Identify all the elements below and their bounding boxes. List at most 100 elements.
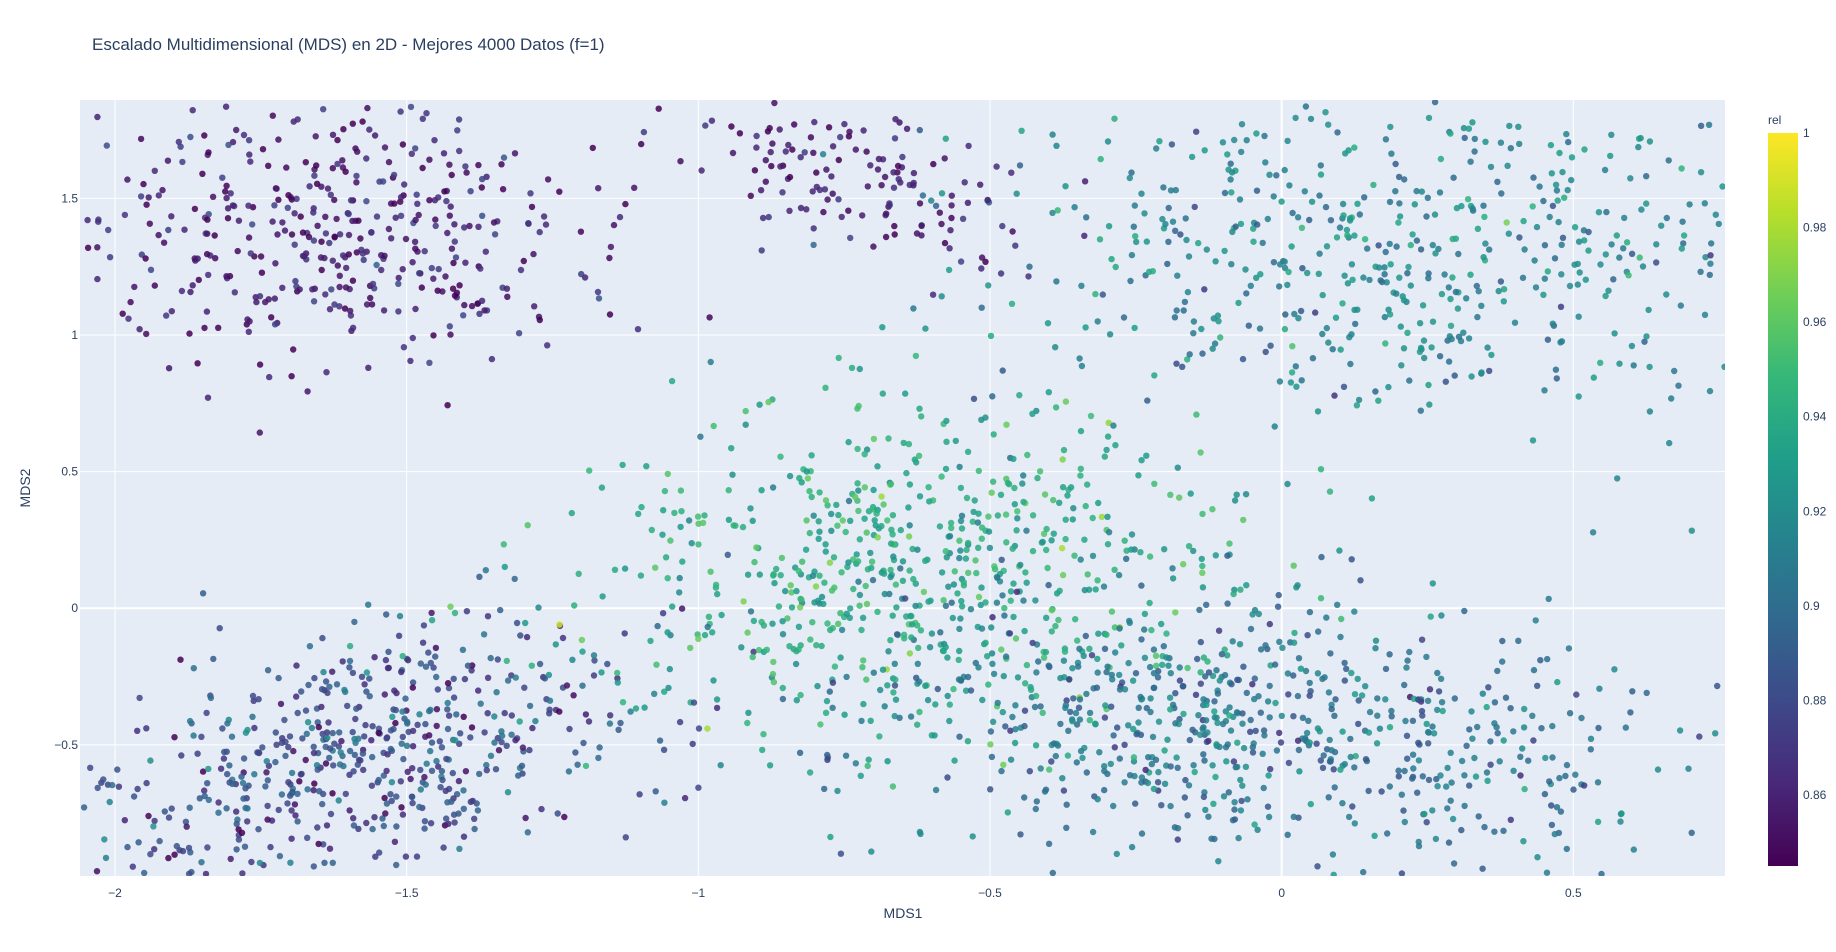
scatter-point bbox=[725, 487, 732, 494]
scatter-point bbox=[1385, 383, 1392, 391]
scatter-point bbox=[763, 646, 770, 653]
scatter-point bbox=[736, 130, 744, 137]
scatter-point bbox=[199, 170, 206, 177]
scatter-point bbox=[339, 157, 346, 164]
scatter-point bbox=[887, 566, 894, 574]
scatter-point bbox=[1049, 209, 1056, 217]
scatter-point bbox=[1668, 395, 1675, 402]
scatter-point bbox=[922, 682, 929, 689]
scatter-point bbox=[1484, 344, 1491, 351]
scatter-point bbox=[376, 849, 383, 856]
scatter-point bbox=[820, 208, 827, 216]
scatter-point bbox=[1596, 685, 1603, 692]
scatter-point bbox=[381, 252, 388, 259]
scatter-point bbox=[797, 154, 804, 161]
scatter-point bbox=[1061, 648, 1069, 655]
scatter-point bbox=[1529, 712, 1536, 719]
scatter-point bbox=[168, 308, 175, 315]
scatter-point bbox=[363, 301, 371, 308]
scatter-point bbox=[842, 752, 850, 759]
scatter-point bbox=[1244, 796, 1251, 803]
scatter-point bbox=[1211, 835, 1218, 843]
scatter-point bbox=[1366, 708, 1374, 716]
scatter-point bbox=[1142, 766, 1149, 774]
scatter-point bbox=[1237, 776, 1244, 784]
scatter-point bbox=[1033, 798, 1041, 805]
scatter-point bbox=[1643, 200, 1650, 207]
scatter-point bbox=[1236, 641, 1244, 648]
scatter-point bbox=[729, 149, 737, 157]
scatter-point bbox=[1625, 272, 1632, 279]
scatter-point bbox=[136, 326, 143, 333]
scatter-point bbox=[201, 324, 208, 332]
scatter-point bbox=[771, 100, 778, 107]
scatter-point bbox=[383, 800, 391, 807]
scatter-point bbox=[810, 149, 817, 156]
scatter-point bbox=[1706, 271, 1714, 279]
scatter-point bbox=[622, 834, 629, 841]
scatter-point bbox=[310, 237, 318, 244]
scatter-point bbox=[807, 134, 815, 141]
scatter-point bbox=[575, 570, 582, 577]
scatter-point bbox=[1688, 829, 1695, 836]
scatter-point bbox=[488, 355, 496, 363]
scatter-point bbox=[447, 203, 454, 210]
scatter-point bbox=[884, 758, 891, 765]
scatter-point bbox=[323, 369, 330, 376]
scatter-point bbox=[545, 671, 553, 679]
scatter-point bbox=[666, 665, 673, 673]
scatter-point bbox=[570, 692, 577, 699]
scatter-point bbox=[1064, 752, 1072, 759]
scatter-point bbox=[759, 214, 767, 222]
scatter-point bbox=[1345, 813, 1353, 821]
scatter-point bbox=[535, 604, 542, 611]
scatter-point bbox=[1184, 664, 1191, 672]
scatter-point bbox=[1370, 181, 1377, 189]
scatter-point bbox=[1198, 555, 1206, 563]
scatter-point bbox=[1393, 290, 1400, 297]
scatter-point bbox=[916, 200, 924, 207]
scatter-point bbox=[518, 762, 526, 769]
scatter-point bbox=[531, 303, 538, 310]
scatter-point bbox=[205, 796, 212, 804]
scatter-point bbox=[770, 678, 778, 686]
scatter-point bbox=[614, 669, 621, 677]
scatter-point bbox=[590, 652, 598, 659]
scatter-point bbox=[1081, 178, 1089, 185]
scatter-point bbox=[926, 498, 933, 505]
scatter-point bbox=[880, 570, 888, 577]
scatter-point bbox=[1415, 739, 1422, 746]
scatter-point bbox=[334, 136, 341, 144]
scatter-point bbox=[219, 174, 226, 181]
scatter-point bbox=[365, 364, 372, 371]
scatter-point bbox=[1173, 360, 1180, 367]
scatter-point bbox=[1449, 274, 1456, 281]
scatter-point bbox=[524, 522, 531, 529]
scatter-point bbox=[1026, 263, 1033, 270]
scatter-point bbox=[1503, 219, 1510, 226]
scatter-point bbox=[704, 725, 711, 732]
scatter-point bbox=[1239, 720, 1246, 727]
scatter-point bbox=[786, 643, 793, 650]
scatter-point bbox=[859, 212, 866, 219]
scatter-point bbox=[1325, 339, 1332, 346]
scatter-point bbox=[978, 535, 985, 542]
scatter-point bbox=[491, 739, 498, 746]
scatter-point bbox=[1284, 281, 1291, 289]
scatter-point bbox=[1153, 662, 1160, 669]
scatter-point bbox=[1322, 203, 1330, 211]
scatter-point bbox=[1049, 131, 1056, 138]
scatter-point bbox=[1471, 148, 1478, 155]
scatter-point bbox=[1497, 139, 1505, 146]
scatter-point bbox=[917, 627, 925, 634]
scatter-point bbox=[1080, 652, 1087, 660]
scatter-point bbox=[802, 546, 810, 553]
scatter-point bbox=[1386, 198, 1394, 206]
scatter-point bbox=[1643, 333, 1650, 340]
scatter-point bbox=[1009, 713, 1016, 721]
scatter-point bbox=[249, 692, 257, 700]
scatter-point bbox=[1602, 251, 1610, 258]
scatter-point bbox=[1437, 772, 1444, 779]
scatter-point bbox=[1029, 547, 1037, 555]
scatter-point bbox=[1276, 638, 1283, 645]
